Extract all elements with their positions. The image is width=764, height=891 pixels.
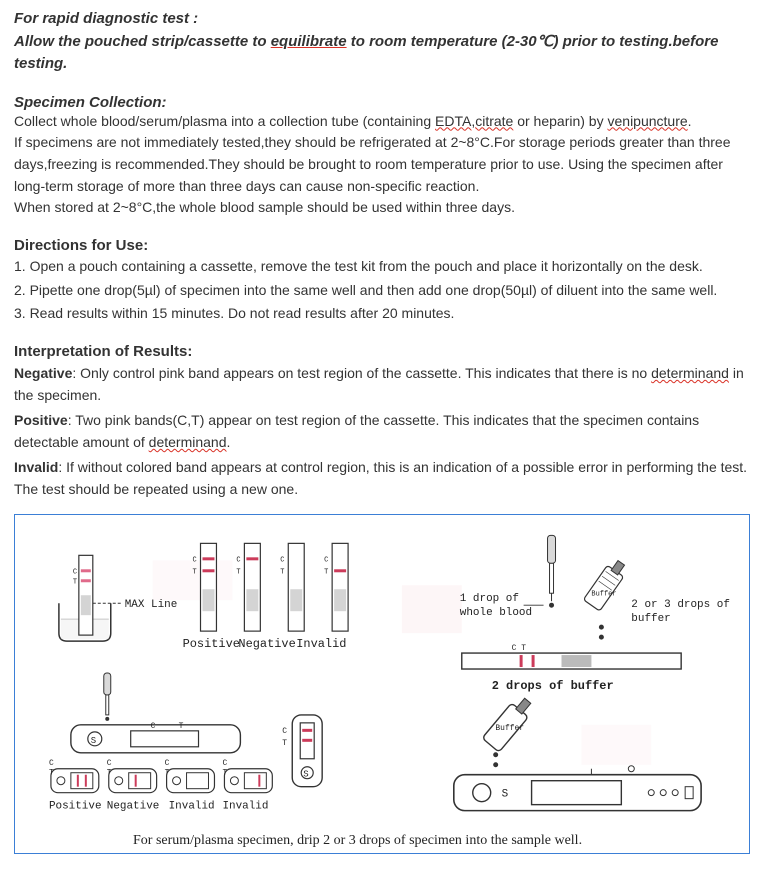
svg-text:whole blood: whole blood bbox=[460, 608, 532, 620]
max-line-label: MAX Line bbox=[125, 600, 178, 612]
interpretation-body: Negative: Only control pink band appears… bbox=[14, 362, 750, 500]
svg-text:Positive: Positive bbox=[49, 801, 102, 813]
directions-title: Directions for Use: bbox=[14, 237, 750, 254]
svg-text:T: T bbox=[222, 769, 227, 778]
interpretation-title: Interpretation of Results: bbox=[14, 343, 750, 360]
interp-invalid: Invalid: If without colored band appears… bbox=[14, 456, 750, 501]
svg-text:Negative: Negative bbox=[107, 801, 160, 813]
svg-text:T: T bbox=[193, 569, 197, 577]
svg-text:C: C bbox=[280, 557, 284, 565]
svg-text:Invalid: Invalid bbox=[169, 801, 215, 813]
specimen-p2: If specimens are not immediately tested,… bbox=[14, 132, 750, 197]
direction-3: 3. Read results within 15 minutes. Do no… bbox=[14, 303, 750, 325]
interp-positive: Positive: Two pink bands(C,T) appear on … bbox=[14, 409, 750, 454]
svg-text:C T: C T bbox=[512, 644, 527, 653]
svg-text:S: S bbox=[91, 736, 96, 746]
svg-text:Positive: Positive bbox=[183, 637, 240, 651]
intro-line2: Allow the pouched strip/cassette to equi… bbox=[14, 31, 750, 76]
svg-text:T: T bbox=[49, 769, 54, 778]
svg-text:Buffer: Buffer bbox=[495, 724, 524, 733]
intro-block: For rapid diagnostic test : Allow the po… bbox=[14, 8, 750, 76]
svg-text:2 or 3 drops of: 2 or 3 drops of bbox=[631, 600, 730, 612]
svg-text:Buffer: Buffer bbox=[591, 591, 616, 599]
diagram-box: C T MAX Line C T C T bbox=[14, 514, 750, 854]
diagram-svg: C T MAX Line C T C T bbox=[23, 525, 741, 825]
intro-line1: For rapid diagnostic test : bbox=[14, 8, 750, 31]
svg-text:C: C bbox=[165, 759, 170, 768]
svg-text:C: C bbox=[73, 569, 77, 577]
svg-text:C: C bbox=[107, 759, 112, 768]
diagram-caption: For serum/plasma specimen, drip 2 or 3 d… bbox=[133, 833, 741, 849]
svg-text:C: C bbox=[222, 759, 227, 768]
svg-text:Invalid: Invalid bbox=[296, 637, 346, 651]
equilibrate-word: equilibrate bbox=[271, 33, 347, 50]
svg-text:C: C bbox=[324, 557, 328, 565]
svg-text:T: T bbox=[107, 769, 112, 778]
specimen-body: Collect whole blood/serum/plasma into a … bbox=[14, 111, 750, 219]
specimen-title: Specimen Collection: bbox=[14, 94, 750, 111]
svg-text:T: T bbox=[73, 579, 77, 587]
svg-text:T: T bbox=[165, 769, 170, 778]
svg-text:buffer: buffer bbox=[631, 613, 670, 625]
svg-text:T: T bbox=[280, 569, 284, 577]
svg-text:C: C bbox=[193, 557, 197, 565]
svg-text:T: T bbox=[282, 739, 287, 748]
svg-text:C: C bbox=[282, 727, 287, 736]
specimen-p3: When stored at 2~8°C,the whole blood sam… bbox=[14, 197, 750, 219]
svg-text:Invalid: Invalid bbox=[222, 801, 268, 813]
svg-text:1 drop of: 1 drop of bbox=[460, 594, 519, 606]
directions-list: 1. Open a pouch containing a cassette, r… bbox=[14, 256, 750, 325]
svg-text:S: S bbox=[303, 770, 308, 780]
svg-text:Negative: Negative bbox=[238, 637, 295, 651]
svg-text:T: T bbox=[324, 569, 328, 577]
specimen-p1: Collect whole blood/serum/plasma into a … bbox=[14, 111, 750, 133]
svg-text:C: C bbox=[236, 557, 240, 565]
direction-2: 2. Pipette one drop(5µl) of specimen int… bbox=[14, 280, 750, 302]
svg-text:2 drops of buffer: 2 drops of buffer bbox=[492, 679, 614, 693]
direction-1: 1. Open a pouch containing a cassette, r… bbox=[14, 256, 750, 278]
svg-text:C: C bbox=[49, 759, 54, 768]
svg-text:C: C bbox=[151, 722, 156, 731]
svg-text:S: S bbox=[502, 789, 509, 801]
svg-text:T: T bbox=[179, 722, 184, 731]
interp-negative: Negative: Only control pink band appears… bbox=[14, 362, 750, 407]
svg-text:T: T bbox=[236, 569, 240, 577]
